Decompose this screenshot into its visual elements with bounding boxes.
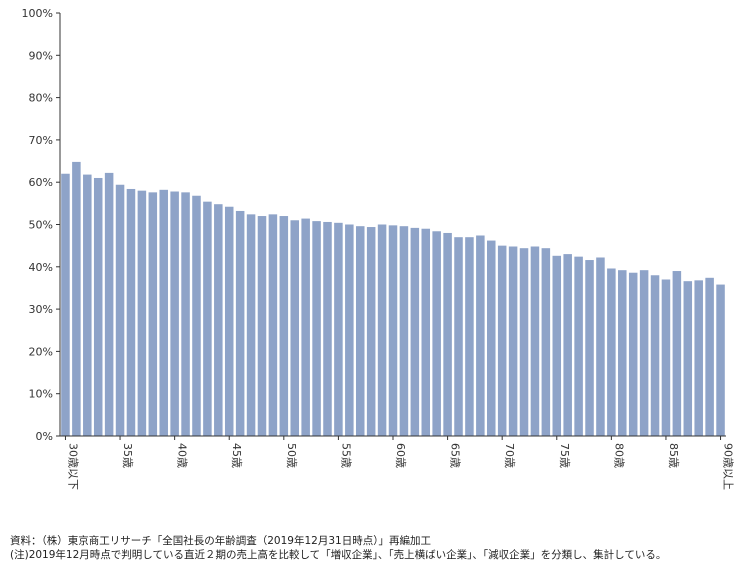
y-tick-label: 20% (29, 345, 53, 358)
bar (246, 214, 256, 436)
y-tick-label: 60% (29, 176, 53, 189)
bar (683, 281, 693, 436)
bar (443, 232, 452, 436)
bar (388, 225, 398, 436)
bar (290, 220, 299, 436)
source-note: 資料：（株）東京商工リサーチ「全国社長の年齢調査（2019年12月31日時点）」… (10, 535, 431, 547)
bar-chart: 0%10%20%30%40%50%60%70%80%90%100% 30歳以下 3… (22, 7, 735, 490)
x-tick-label: 80歳 (612, 443, 625, 468)
bar (421, 228, 431, 436)
methodology-note: (注)2019年12月時点で判明している直近２期の売上高を比較して「増収企業」、… (10, 549, 667, 561)
bar (585, 260, 594, 436)
x-tick-label: 30歳以下 (66, 443, 79, 490)
y-tick-label: 50% (29, 219, 53, 232)
bar (224, 206, 234, 436)
bar (672, 271, 682, 436)
bar (192, 195, 201, 436)
bar (181, 192, 190, 436)
x-tick-label: 65歳 (449, 443, 462, 468)
bar (694, 280, 703, 436)
bar (214, 204, 223, 436)
y-tick-label: 70% (29, 134, 53, 147)
bar (607, 268, 616, 436)
bar (454, 237, 463, 436)
bar (148, 192, 158, 436)
x-tick-label: 50歳 (285, 443, 298, 468)
bar (312, 221, 321, 436)
bar (268, 214, 278, 436)
bar (366, 227, 376, 436)
x-tick-label: 55歳 (339, 443, 352, 468)
x-tick-label: 70歳 (503, 443, 516, 468)
bar (203, 201, 212, 436)
x-tick-label: 75歳 (558, 443, 571, 468)
bar (628, 272, 638, 436)
bar (93, 177, 103, 436)
x-tick-label: 40歳 (176, 443, 189, 468)
y-tick-label: 90% (29, 49, 53, 62)
bar (301, 218, 310, 436)
bar (650, 275, 660, 436)
bar (334, 222, 343, 436)
bar (345, 224, 354, 436)
bar (235, 210, 245, 436)
x-tick-label: 60歳 (394, 443, 407, 468)
bar (639, 270, 649, 436)
x-tick-label: 35歳 (121, 443, 134, 468)
bar (61, 173, 70, 437)
bar (574, 256, 583, 436)
bar (563, 254, 572, 436)
bar (541, 248, 551, 436)
y-tick-label: 10% (29, 388, 53, 401)
bar (497, 245, 507, 436)
bar (170, 191, 179, 436)
y-tick-label: 80% (29, 92, 53, 105)
y-tick-label: 0% (36, 430, 53, 443)
y-axis: 0% 10% 20% 30% 40% 50% 60% 70% 80% 90% 100% (22, 7, 61, 443)
bar (552, 255, 562, 436)
bar (716, 284, 725, 436)
bar (355, 226, 365, 436)
bar (508, 246, 518, 436)
bar (705, 277, 714, 436)
bar (530, 246, 540, 436)
bar (115, 184, 125, 436)
y-tick-label: 30% (29, 303, 53, 316)
bar (126, 188, 136, 436)
bar (323, 221, 332, 436)
bar (519, 248, 529, 436)
bar (72, 161, 81, 436)
y-tick-label: 100% (22, 7, 53, 20)
x-axis: 30歳以下 35歳 40歳 45歳 50歳 55歳 60歳 65歳 70歳 75歳 80歳 85歳 90… (60, 435, 735, 490)
bar (257, 216, 267, 436)
bar (476, 235, 485, 436)
bar (399, 226, 409, 436)
bar (159, 189, 168, 436)
bar (661, 279, 671, 436)
bar (487, 240, 496, 436)
bar (618, 270, 627, 436)
bar (410, 227, 420, 436)
bar (279, 216, 289, 436)
y-tick-label: 40% (29, 261, 53, 274)
bars (61, 161, 725, 437)
footnotes: 資料：（株）東京商工リサーチ「全国社長の年齢調査（2019年12月31日時点）」… (10, 534, 740, 562)
x-tick-label: 45歳 (230, 443, 243, 468)
bar (596, 257, 605, 436)
x-tick-label: 90歳以上 (722, 443, 735, 490)
bar (83, 174, 92, 436)
x-tick-label: 85歳 (667, 443, 680, 468)
bar (137, 190, 147, 436)
bar (104, 172, 114, 436)
bar (377, 224, 387, 436)
bar (465, 237, 474, 436)
bar (432, 231, 441, 436)
